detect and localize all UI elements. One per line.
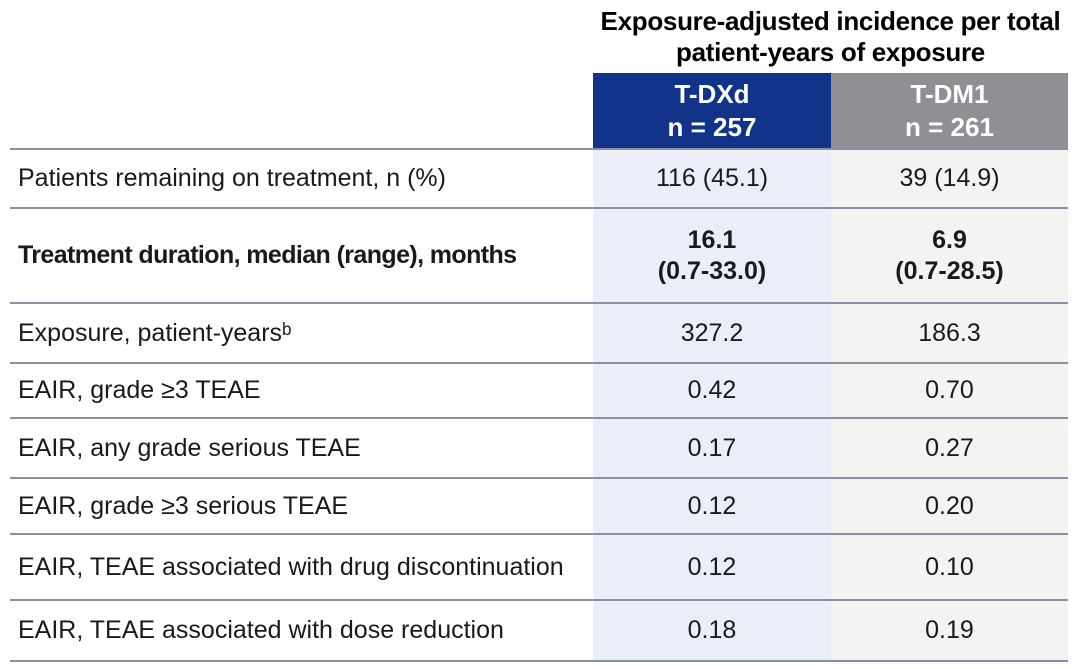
value-cell-tdm1: 186.3 [831, 302, 1068, 363]
value-cell-tdm1: 0.70 [831, 362, 1068, 418]
tdxd-label: T-DXd [674, 78, 750, 109]
table-title: Exposure-adjusted incidence per total pa… [600, 5, 1061, 67]
column-header-tdm1: T-DM1 n = 261 [831, 73, 1068, 149]
table-row-eair-drug-discontinuation: EAIR, TEAE associated with drug disconti… [10, 533, 1068, 600]
row-label: Treatment duration, median (range), mont… [10, 207, 593, 303]
value-cell-tdm1: 6.9 (0.7-28.5) [831, 207, 1068, 303]
value-cell-tdm1: 0.10 [831, 533, 1068, 600]
tdxd-n: n = 257 [667, 111, 757, 142]
tdm1-n: n = 261 [905, 111, 994, 142]
table-row-eair-any-grade-serious-teae: EAIR, any grade serious TEAE 0.17 0.27 [10, 417, 1068, 478]
table-row-eair-grade3-serious-teae: EAIR, grade ≥3 serious TEAE 0.12 0.20 [10, 477, 1068, 534]
value-cell-tdxd: 0.18 [593, 599, 831, 662]
row-label: EAIR, TEAE associated with dose reductio… [10, 599, 593, 662]
table-row-treatment-duration: Treatment duration, median (range), mont… [10, 207, 1068, 303]
row-label: Exposure, patient-yearsᵇ [10, 302, 593, 363]
value-cell-tdxd: 0.12 [593, 477, 831, 534]
value-cell-tdxd: 327.2 [593, 302, 831, 363]
column-header-row: T-DXd n = 257 T-DM1 n = 261 [10, 73, 1068, 149]
row-label: EAIR, grade ≥3 TEAE [10, 362, 593, 418]
title-spacer-cell [10, 0, 593, 73]
value-cell-tdm1: 0.19 [831, 599, 1068, 662]
value-cell-tdxd: 16.1 (0.7-33.0) [593, 207, 831, 303]
table-row-patients-remaining: Patients remaining on treatment, n (%) 1… [10, 148, 1068, 208]
tdm1-label: T-DM1 [910, 78, 989, 109]
row-label: EAIR, TEAE associated with drug disconti… [10, 533, 593, 600]
header-spacer-cell [10, 73, 593, 149]
table-row-exposure-patient-years: Exposure, patient-yearsᵇ 327.2 186.3 [10, 302, 1068, 363]
table-row-eair-dose-reduction: EAIR, TEAE associated with dose reductio… [10, 599, 1068, 662]
results-table: Exposure-adjusted incidence per total pa… [10, 0, 1068, 662]
row-label: EAIR, any grade serious TEAE [10, 417, 593, 478]
value-cell-tdxd: 0.17 [593, 417, 831, 478]
table-title-row: Exposure-adjusted incidence per total pa… [10, 0, 1068, 73]
table-row-eair-grade3-teae: EAIR, grade ≥3 TEAE 0.42 0.70 [10, 362, 1068, 418]
value-cell-tdxd: 116 (45.1) [593, 148, 831, 208]
value-cell-tdxd: 0.12 [593, 533, 831, 600]
column-header-tdxd: T-DXd n = 257 [593, 73, 831, 149]
row-label: EAIR, grade ≥3 serious TEAE [10, 477, 593, 534]
value-cell-tdxd: 0.42 [593, 362, 831, 418]
value-cell-tdm1: 0.20 [831, 477, 1068, 534]
value-cell-tdm1: 39 (14.9) [831, 148, 1068, 208]
row-label: Patients remaining on treatment, n (%) [10, 148, 593, 208]
value-cell-tdm1: 0.27 [831, 417, 1068, 478]
title-cell: Exposure-adjusted incidence per total pa… [593, 0, 1068, 73]
